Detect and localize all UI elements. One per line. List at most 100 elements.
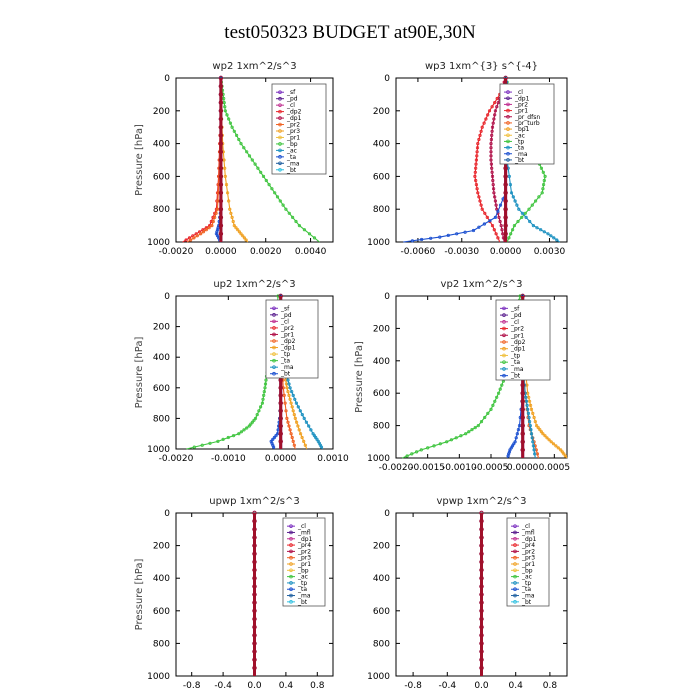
series-point — [286, 378, 290, 382]
series-point — [479, 203, 483, 207]
series-point — [302, 439, 306, 443]
series-point — [515, 432, 519, 436]
series-point — [520, 211, 525, 215]
legend-label: _pr2 — [297, 548, 311, 555]
series-point — [479, 419, 484, 424]
legend-label: _bt — [514, 157, 525, 164]
series-point — [527, 419, 532, 424]
series-point — [278, 400, 283, 406]
series-point — [509, 191, 514, 195]
series-point — [302, 416, 306, 420]
series-point — [503, 165, 508, 171]
legend-marker — [506, 158, 510, 162]
series-point — [491, 403, 495, 407]
plot-frame — [175, 77, 334, 243]
series-point — [232, 129, 236, 133]
series-point — [491, 121, 495, 125]
series-point — [459, 434, 463, 438]
y-tick-label: 600 — [153, 172, 170, 182]
series-point — [252, 567, 257, 573]
legend-label: _bt — [297, 599, 308, 606]
series-point — [218, 157, 224, 163]
legend-marker — [278, 109, 282, 114]
series-point — [503, 206, 508, 212]
legend-marker — [506, 145, 510, 150]
series-point — [226, 435, 230, 440]
series-point — [479, 584, 484, 589]
series-point — [490, 125, 495, 129]
series-point — [263, 386, 267, 390]
x-tick-label: 0.8 — [310, 681, 325, 691]
series-point — [223, 166, 227, 170]
legend-label: _pr4 — [521, 542, 535, 549]
legend-label: _dp2 — [286, 109, 302, 116]
x-tick-label: -0.8 — [183, 681, 201, 691]
series-point — [479, 592, 484, 597]
series-point — [520, 439, 525, 444]
series-point — [218, 174, 224, 179]
legend-label: _pr3 — [297, 555, 311, 562]
legend-label: _pr2 — [280, 325, 294, 332]
legend-label: _ma — [510, 366, 524, 373]
series-point — [218, 83, 224, 89]
legend-label: _dp1 — [514, 95, 530, 102]
y-tick-label: 800 — [373, 639, 390, 649]
series-point — [552, 236, 556, 240]
series-point — [290, 389, 294, 394]
series-point — [538, 427, 542, 432]
series-point — [490, 224, 495, 228]
x-tick-label: 0.0040 — [295, 247, 327, 257]
series-point — [230, 125, 234, 129]
series-point — [520, 415, 525, 420]
series-point — [309, 428, 313, 432]
series-point — [476, 191, 480, 195]
series-point — [482, 121, 486, 125]
legend-marker — [278, 155, 282, 159]
series-point — [503, 215, 508, 220]
legend-label: _pr1 — [297, 561, 311, 568]
legend-marker — [506, 139, 510, 144]
series-point — [485, 215, 489, 219]
series-point — [524, 399, 529, 403]
series-point — [262, 389, 266, 394]
legend-marker — [278, 135, 282, 140]
series-point — [509, 232, 513, 236]
series-point — [559, 448, 563, 452]
series-point — [520, 423, 525, 428]
series-point — [242, 146, 246, 150]
series-point — [535, 226, 539, 230]
legend: _sf_pd_cl_pr2_pr1_dp2_dp1_tp_ta_ma_bt — [265, 299, 319, 379]
series-point — [297, 224, 301, 228]
x-tick-label: -0.4 — [214, 681, 232, 691]
series-point — [497, 215, 501, 219]
series-point — [478, 199, 482, 203]
series-point — [479, 657, 484, 662]
x-tick-label: -0.0030 — [444, 247, 479, 257]
series-point — [467, 430, 471, 434]
x-tick-label: 0.0000 — [507, 463, 539, 473]
legend: _sf_pd_cl_dp2_dp1_pr2_pr3_pr1_bp_ac_ta_m… — [271, 83, 327, 175]
legend-marker — [506, 151, 510, 156]
series-point — [224, 183, 229, 187]
y-tick-label: 800 — [373, 205, 390, 215]
legend-marker — [272, 319, 276, 324]
series-point — [218, 215, 224, 220]
series-point — [539, 430, 544, 434]
series-point — [218, 206, 224, 212]
series-point — [210, 224, 214, 228]
series-point — [541, 432, 545, 436]
series-point — [252, 535, 257, 540]
x-tick-label: 0.4 — [509, 681, 524, 691]
legend-marker — [278, 116, 282, 120]
legend-label: _sf — [286, 89, 296, 96]
series-point — [244, 238, 248, 242]
series-point — [446, 233, 450, 237]
series-point — [516, 427, 521, 432]
series-point — [293, 416, 297, 420]
series-point — [479, 633, 484, 638]
series-point — [281, 203, 285, 207]
legend-label: _pr1 — [286, 134, 300, 141]
legend-label: _mfl — [297, 529, 311, 536]
y-tick-label: 0 — [384, 292, 390, 302]
